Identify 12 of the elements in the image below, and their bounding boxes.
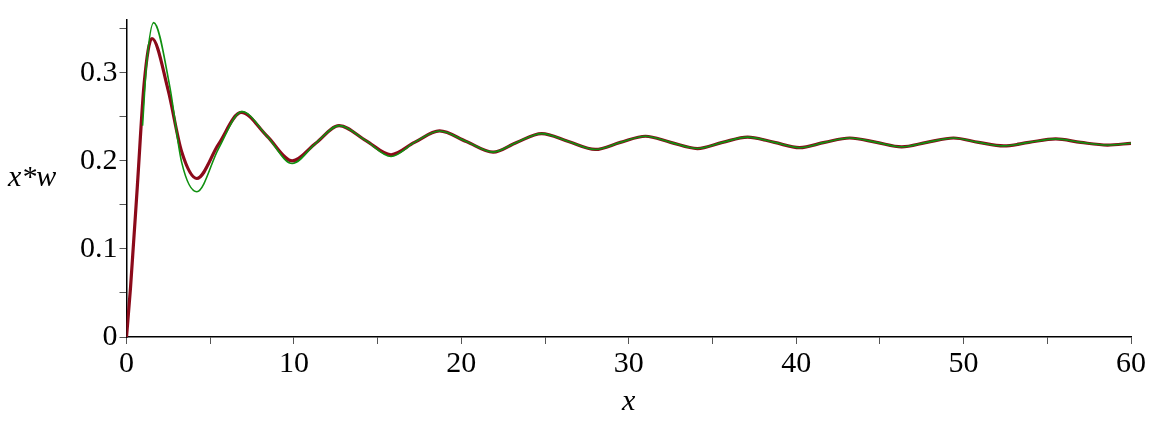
x-tick-label: 50 (948, 344, 979, 378)
y-axis-title: x*w (7, 159, 57, 193)
y-tick-label: 0.3 (80, 53, 118, 87)
y-tick-label: 0.1 (80, 229, 118, 263)
x-tick-label: 40 (781, 344, 812, 378)
x-tick-label: 60 (1116, 344, 1146, 378)
y-tick-label: 0.2 (80, 141, 118, 175)
x-axis-title: x (621, 382, 637, 416)
x-tick-label: 20 (446, 344, 477, 378)
y-tick-label: 0 (102, 317, 118, 351)
x-tick-label: 30 (613, 344, 644, 378)
x-tick-label: 10 (278, 344, 309, 378)
